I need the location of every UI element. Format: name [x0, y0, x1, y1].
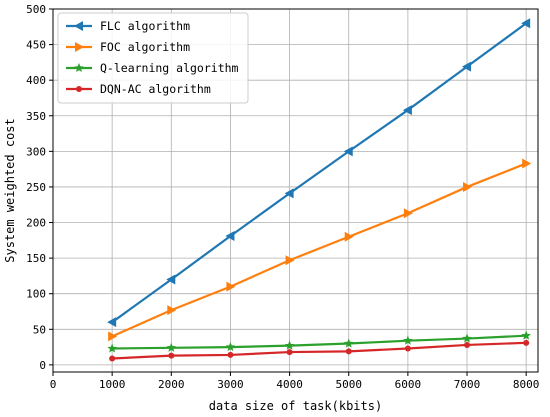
data-point [345, 348, 352, 355]
data-point [227, 351, 234, 358]
legend-box [57, 12, 249, 104]
data-point [108, 331, 118, 342]
data-point [107, 343, 117, 353]
data-point [226, 281, 236, 292]
x-tick-label: 5000 [335, 378, 362, 391]
y-tick-label: 400 [26, 74, 46, 87]
series-q-learning-algorithm [107, 330, 531, 353]
y-tick-label: 200 [26, 217, 46, 230]
y-axis-label: System weighted cost [3, 118, 17, 263]
x-tick-label: 1000 [99, 378, 126, 391]
data-point [521, 330, 531, 340]
y-tick-label: 0 [39, 359, 46, 372]
y-tick-label: 500 [26, 3, 46, 16]
legend-label: FOC algorithm [100, 40, 190, 54]
legend-label: FLC algorithm [100, 19, 190, 33]
legend-item: Q-learning algorithm [66, 61, 239, 75]
y-tick-label: 300 [26, 145, 46, 158]
legend-item: FOC algorithm [66, 40, 190, 54]
legend-label: DQN-AC algorithm [100, 82, 211, 96]
series-line [111, 162, 527, 338]
y-tick-label: 50 [33, 323, 46, 336]
data-point [284, 188, 294, 199]
data-point [343, 338, 354, 348]
data-point [343, 146, 353, 157]
legend-marker [74, 21, 83, 31]
axis-ticks: 0 1000 2000 3000 4000 5000 6000 7000 8000 0 50 100 1… [26, 3, 539, 391]
data-point [402, 105, 412, 116]
data-point [109, 355, 116, 362]
series-line [111, 22, 527, 324]
data-point [403, 208, 413, 219]
series-flc-algorithm [107, 18, 531, 328]
x-tick-label: 2000 [158, 378, 185, 391]
x-tick-label: 4000 [276, 378, 303, 391]
legend-label: Q-learning algorithm [100, 61, 239, 75]
data-point [166, 342, 177, 352]
data-point [284, 340, 295, 350]
y-tick-label: 450 [26, 39, 46, 52]
legend-item: FLC algorithm [66, 19, 190, 33]
data-point [404, 345, 411, 352]
x-tick-label: 0 [50, 378, 57, 391]
data-point [522, 158, 532, 169]
data-point [521, 18, 531, 29]
data-point [168, 352, 175, 359]
data-point [107, 317, 117, 328]
series-dqn-ac-algorithm [109, 339, 530, 362]
legend: FLC algorithm FOC algorithm Q-learning alg… [57, 12, 249, 104]
data-point [344, 231, 354, 242]
y-tick-label: 250 [26, 181, 46, 194]
legend-marker [75, 42, 84, 52]
x-tick-label: 8000 [513, 378, 540, 391]
series-foc-algorithm [108, 158, 532, 342]
plot-frame [52, 8, 539, 373]
data-point [462, 61, 472, 72]
legend-item: DQN-AC algorithm [66, 82, 211, 96]
x-tick-label: 3000 [217, 378, 244, 391]
data-point [225, 231, 235, 242]
data-point [167, 305, 177, 316]
data-point [403, 335, 413, 345]
data-point [462, 333, 472, 343]
y-tick-label: 350 [26, 110, 46, 123]
legend-marker [76, 86, 82, 92]
data-point [463, 181, 473, 192]
series-line [112, 334, 527, 350]
y-tick-label: 100 [26, 288, 46, 301]
plot-series [107, 18, 532, 362]
x-tick-label: 6000 [395, 378, 422, 391]
legend-marker [74, 63, 84, 73]
data-point [225, 342, 236, 352]
y-tick-label: 150 [26, 252, 46, 265]
data-point [166, 274, 176, 285]
x-axis-label: data size of task(kbits) [209, 399, 382, 413]
series-line [112, 341, 527, 360]
data-point [464, 341, 471, 348]
x-tick-label: 7000 [454, 378, 481, 391]
data-point [523, 339, 530, 346]
data-point [286, 349, 293, 356]
data-point [285, 255, 295, 266]
